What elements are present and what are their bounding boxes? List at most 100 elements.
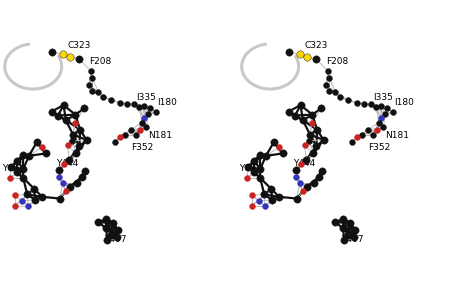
Point [123,101,130,106]
Point [292,168,300,173]
Point [275,194,283,199]
Point [60,162,67,167]
Point [59,181,66,186]
Point [89,88,96,93]
Text: F208: F208 [89,58,111,66]
Point [143,125,150,130]
Point [337,95,344,100]
Point [345,98,352,103]
Point [130,102,137,107]
Point [138,120,146,125]
Point [346,220,354,225]
Point [31,197,39,202]
Point [62,189,70,194]
Point [11,193,18,198]
Point [360,101,368,106]
Point [73,151,80,156]
Point [389,109,397,114]
Point [137,127,144,132]
Point [19,167,27,172]
Point [55,175,63,180]
Point [309,112,316,117]
Point [306,132,314,137]
Point [102,216,110,221]
Point [102,226,110,231]
Point [369,132,376,137]
Text: C323: C323 [304,41,328,50]
Point [299,118,307,123]
Point [94,220,102,225]
Point [78,175,85,180]
Point [6,175,14,180]
Point [345,232,353,237]
Point [313,127,321,132]
Point [30,187,38,192]
Point [375,120,383,125]
Point [76,127,84,132]
Point [111,139,118,144]
Point [76,57,83,62]
Point [322,82,329,87]
Text: Y444: Y444 [56,159,78,168]
Text: I335: I335 [373,93,393,102]
Point [19,175,27,180]
Point [89,76,96,81]
Text: F208: F208 [326,58,348,66]
Point [80,106,88,111]
Point [152,109,160,114]
Point [56,196,64,201]
Point [353,100,360,105]
Point [55,168,63,173]
Text: N181: N181 [148,131,172,140]
Point [87,69,95,74]
Point [256,175,264,180]
Point [261,203,269,208]
Point [18,198,26,203]
Point [132,132,139,137]
Point [13,158,21,163]
Point [348,139,356,144]
Point [358,132,366,137]
Point [312,57,320,62]
Text: I180: I180 [157,98,177,107]
Point [297,162,304,167]
Point [297,103,304,108]
Point [293,196,301,201]
Point [373,105,380,110]
Point [62,118,70,123]
Point [308,121,315,126]
Point [113,235,120,240]
Point [296,52,303,57]
Point [76,144,83,149]
Point [383,106,391,111]
Point [350,235,357,240]
Point [24,192,31,197]
Point [318,168,326,173]
Point [339,216,347,221]
Point [248,193,255,198]
Point [73,181,81,186]
Point [332,220,339,225]
Point [324,69,332,74]
Point [68,138,76,143]
Point [270,140,278,145]
Point [285,109,292,114]
Point [353,134,360,139]
Point [377,104,385,109]
Point [109,220,117,225]
Point [317,106,325,111]
Point [108,232,116,237]
Point [144,111,152,116]
Point [381,111,389,116]
Point [140,115,148,120]
Point [114,228,122,233]
Point [59,52,66,57]
Point [374,127,381,132]
Point [71,121,79,126]
Text: Y69: Y69 [2,164,19,173]
Point [66,54,73,59]
Point [303,54,310,59]
Point [140,104,148,109]
Text: I180: I180 [394,98,414,107]
Point [250,158,258,163]
